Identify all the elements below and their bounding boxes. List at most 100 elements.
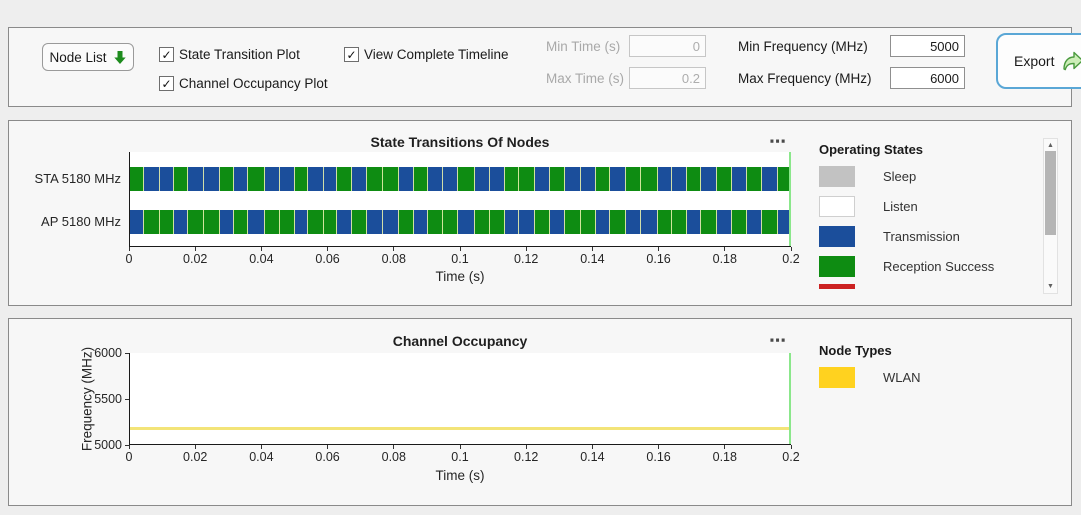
transmission-segment <box>475 167 491 191</box>
x-tick-label: 0.2 <box>782 450 800 464</box>
y-tick-mark <box>125 352 129 354</box>
reception-success-segment <box>366 167 384 191</box>
node-list-label: Node List <box>49 49 107 65</box>
transmission-segment <box>337 210 352 234</box>
x-tick-mark <box>724 445 726 449</box>
x-tick-mark <box>790 247 792 251</box>
reception-success-segment <box>777 167 791 191</box>
transmission-segment <box>504 210 519 234</box>
transmission-segment <box>761 167 778 191</box>
transmission-segment <box>219 210 235 234</box>
x-tick-mark <box>525 247 527 251</box>
checkbox-channel-occupancy-plot[interactable]: ✓ Channel Occupancy Plot <box>159 76 328 91</box>
state-transitions-plot-area <box>129 152 791 247</box>
export-share-arrow-icon <box>1061 51 1081 72</box>
legend-scrollbar[interactable]: ▲ ▼ <box>1043 138 1058 294</box>
legend-swatch <box>819 196 855 217</box>
x-tick-mark <box>194 247 196 251</box>
legend-item: Sleep <box>819 166 994 187</box>
row-label-sta: STA 5180 MHz <box>34 171 121 186</box>
checkbox-state-transition-plot[interactable]: ✓ State Transition Plot <box>159 47 300 62</box>
reception-success-segment <box>701 210 718 234</box>
x-tick-label: 0.06 <box>315 450 340 464</box>
transmission-segment <box>490 167 505 191</box>
y-tick-label: 5500 <box>94 392 122 406</box>
max-frequency-label: Max Frequency (MHz) <box>738 71 872 86</box>
reception-success-segment <box>535 210 551 234</box>
y-axis-label-plot2: Frequency (MHz) <box>79 346 95 452</box>
max-frequency-input[interactable] <box>890 67 965 89</box>
plot-options-menu-icon[interactable]: ⋯ <box>769 132 787 151</box>
reception-success-segment <box>204 210 220 234</box>
transmission-segment <box>731 167 748 191</box>
reception-success-segment <box>747 167 762 191</box>
x-tick-label: 0 <box>125 450 133 464</box>
x-tick-mark <box>459 445 461 449</box>
x-tick-label: 0.1 <box>451 450 469 464</box>
reception-success-segment <box>717 167 732 191</box>
reception-success-segment <box>504 167 519 191</box>
legend-items: Sleep Listen Transmission Reception Success <box>819 166 994 277</box>
reception-success-segment <box>143 210 160 234</box>
legend-title: Operating States <box>819 142 924 157</box>
min-frequency-input[interactable] <box>890 35 965 57</box>
reception-success-segment <box>761 210 778 234</box>
transmission-segment <box>777 210 791 234</box>
plot-options-menu-icon[interactable]: ⋯ <box>769 331 787 350</box>
export-button[interactable]: Export <box>996 33 1081 89</box>
legend-item: Reception Success <box>819 256 994 277</box>
legend-label: WLAN <box>883 370 921 385</box>
checkbox-checked-icon: ✓ <box>159 47 174 62</box>
checkbox-view-complete-timeline[interactable]: ✓ View Complete Timeline <box>344 47 509 62</box>
reception-success-segment <box>248 167 266 191</box>
scrollbar-thumb[interactable] <box>1045 151 1056 235</box>
scroll-down-icon[interactable]: ▼ <box>1047 283 1054 290</box>
transmission-segment <box>366 210 384 234</box>
channel-occupancy-panel: Channel Occupancy ⋯ Frequency (MHz) 6000… <box>8 318 1072 506</box>
transmission-segment <box>204 167 220 191</box>
x-tick-label: 0.06 <box>315 252 340 266</box>
reception-success-segment <box>234 210 249 234</box>
transmission-segment <box>609 167 626 191</box>
reception-success-segment <box>457 167 476 191</box>
transmission-segment <box>351 167 367 191</box>
x-tick-mark <box>260 247 262 251</box>
checkbox-label: State Transition Plot <box>179 47 300 62</box>
reception-success-segment <box>174 167 188 191</box>
scroll-up-icon[interactable]: ▲ <box>1047 142 1054 149</box>
transmission-segment <box>174 210 188 234</box>
x-tick-mark <box>459 247 461 251</box>
reception-success-segment <box>337 167 352 191</box>
transmission-segment <box>640 210 658 234</box>
legend-swatch <box>819 256 855 277</box>
x-tick-mark <box>591 247 593 251</box>
x-tick-label: 0.12 <box>514 450 539 464</box>
x-tick-mark <box>658 445 660 449</box>
x-tick-label: 0 <box>125 252 133 266</box>
reception-success-segment <box>295 167 309 191</box>
node-types-legend: Node Types WLAN <box>819 343 921 397</box>
transmission-segment <box>159 167 175 191</box>
reception-success-segment <box>609 210 626 234</box>
x-tick-label: 0.14 <box>580 450 605 464</box>
x-tick-label: 0.02 <box>183 252 208 266</box>
x-tick-label: 0.04 <box>249 252 274 266</box>
reception-success-segment <box>324 210 338 234</box>
legend-items: WLAN <box>819 367 921 388</box>
transmission-segment <box>427 167 444 191</box>
transmission-segment <box>295 210 309 234</box>
operating-states-legend: Operating States Sleep Listen Transmission… <box>819 142 994 289</box>
node-list-button[interactable]: Node List <box>42 43 134 71</box>
checkbox-checked-icon: ✓ <box>344 47 359 62</box>
reception-success-segment <box>399 210 414 234</box>
x-tick-mark <box>658 247 660 251</box>
reception-success-segment <box>187 210 205 234</box>
reception-success-segment <box>687 167 702 191</box>
transmission-segment <box>399 167 414 191</box>
reception-success-segment <box>427 210 444 234</box>
y-tick-mark <box>125 444 129 446</box>
reception-success-segment <box>625 167 641 191</box>
transmission-segment <box>595 210 610 234</box>
reception-success-segment <box>475 210 491 234</box>
transmission-segment <box>187 167 205 191</box>
